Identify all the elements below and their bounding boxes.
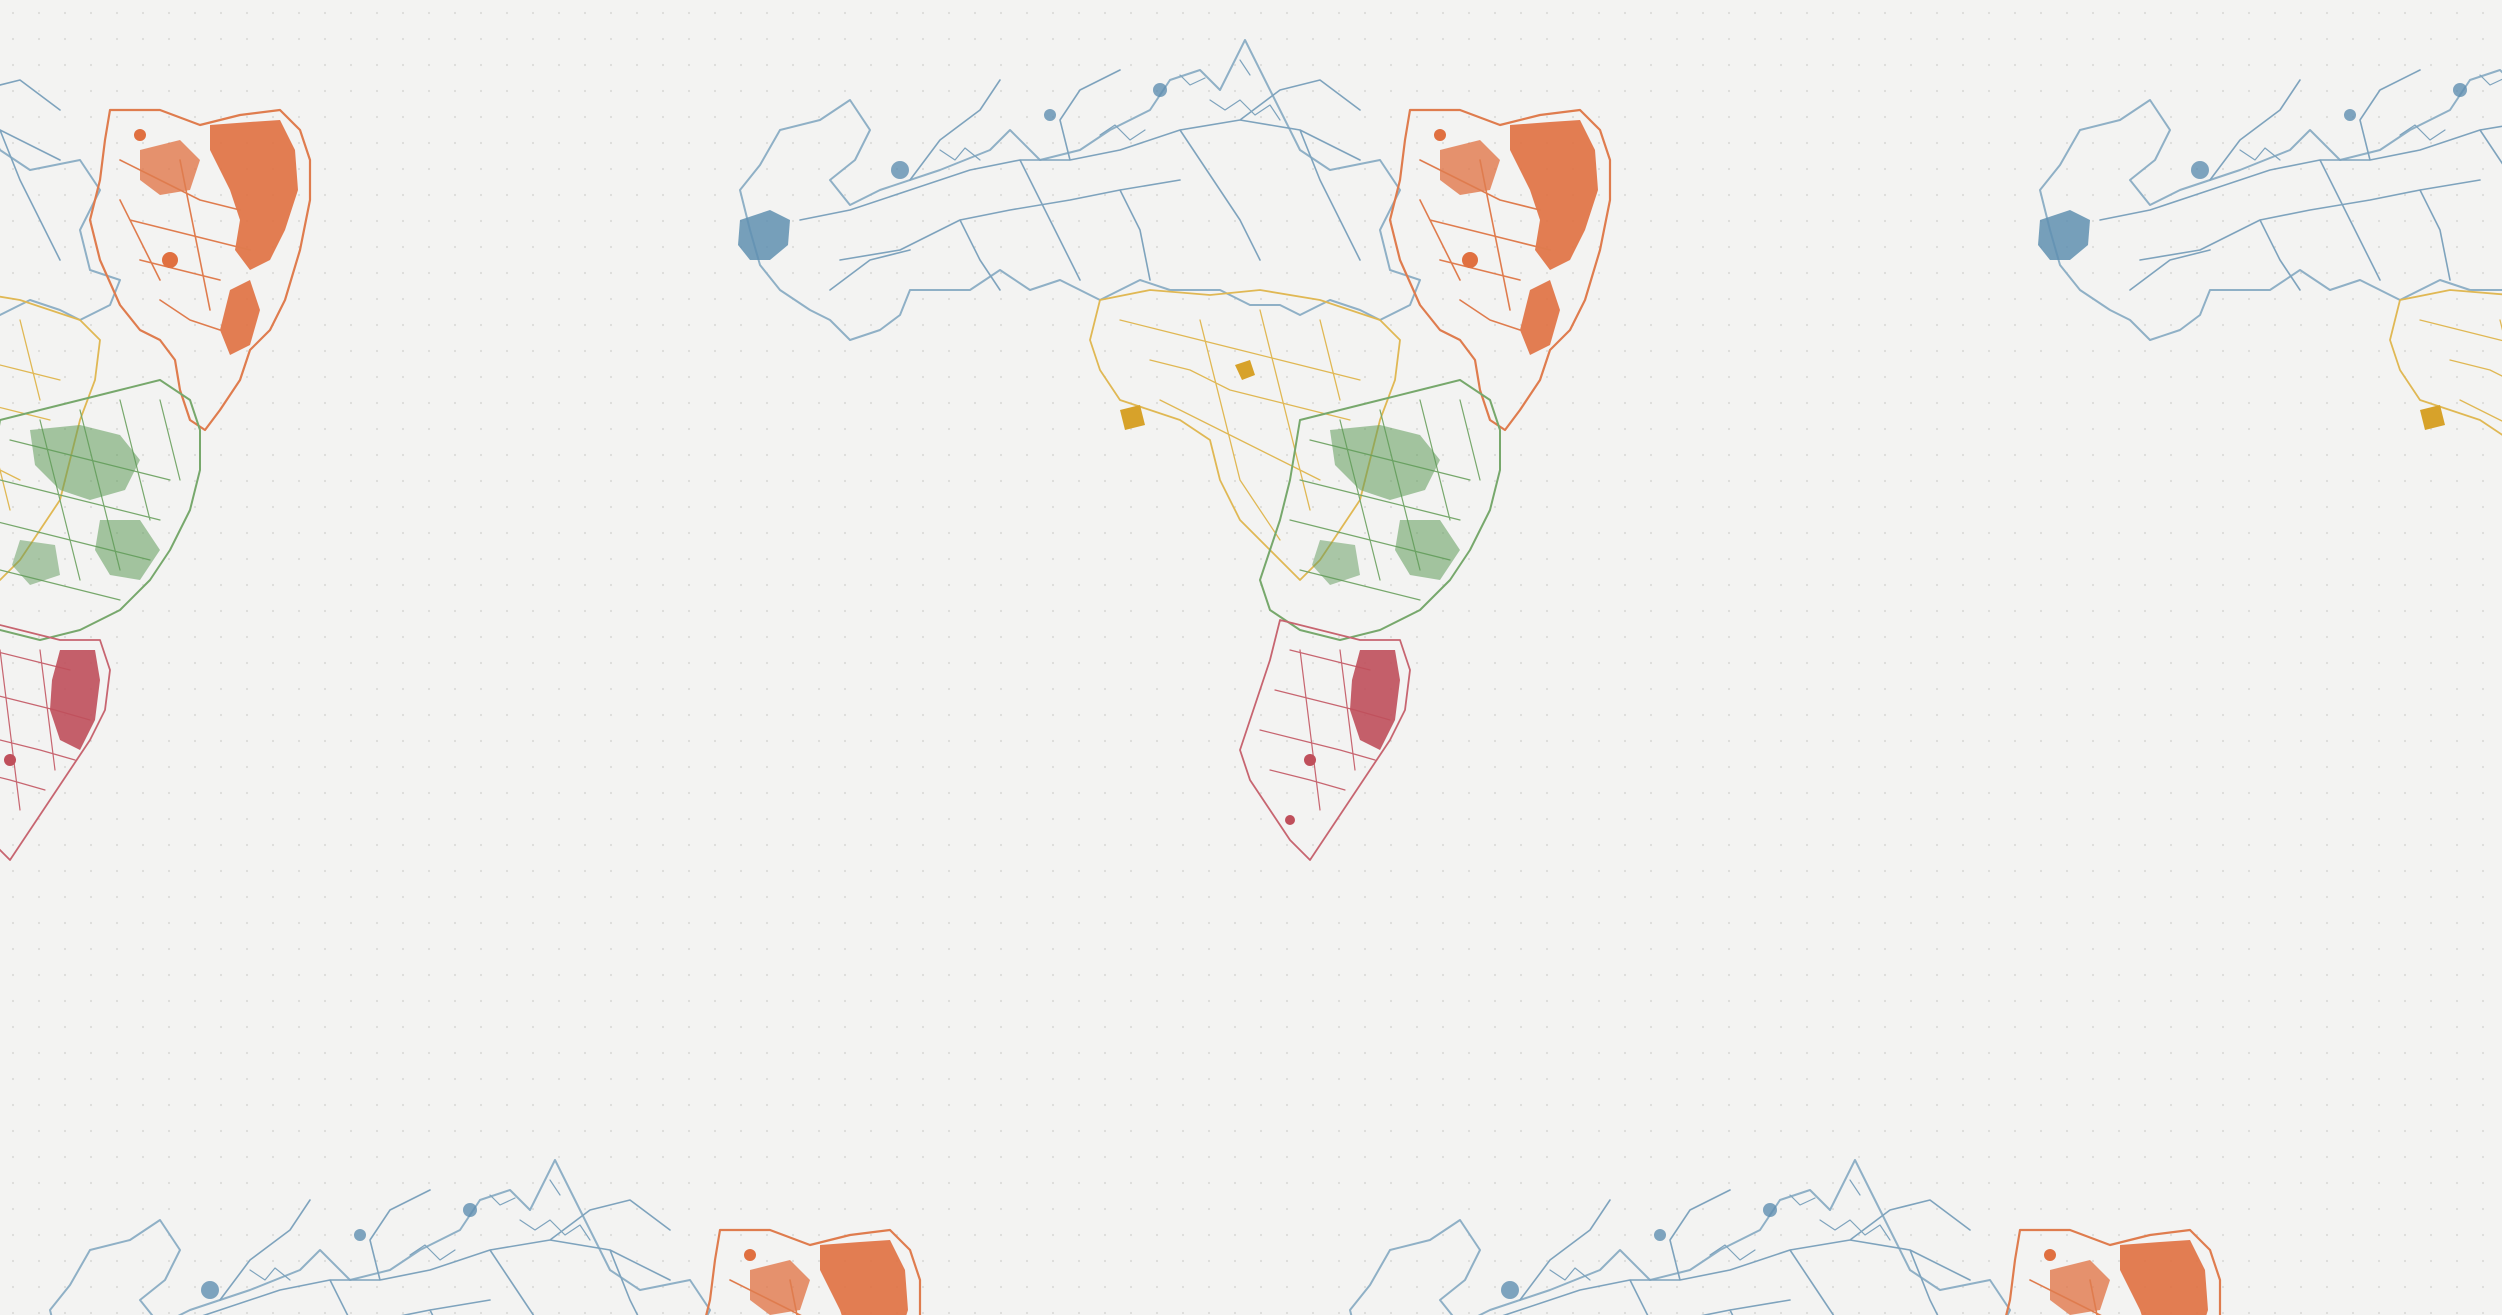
- dot-grid: [0, 0, 2502, 1315]
- map-canvas: [0, 0, 2502, 1315]
- road-network-map: [0, 0, 2502, 1315]
